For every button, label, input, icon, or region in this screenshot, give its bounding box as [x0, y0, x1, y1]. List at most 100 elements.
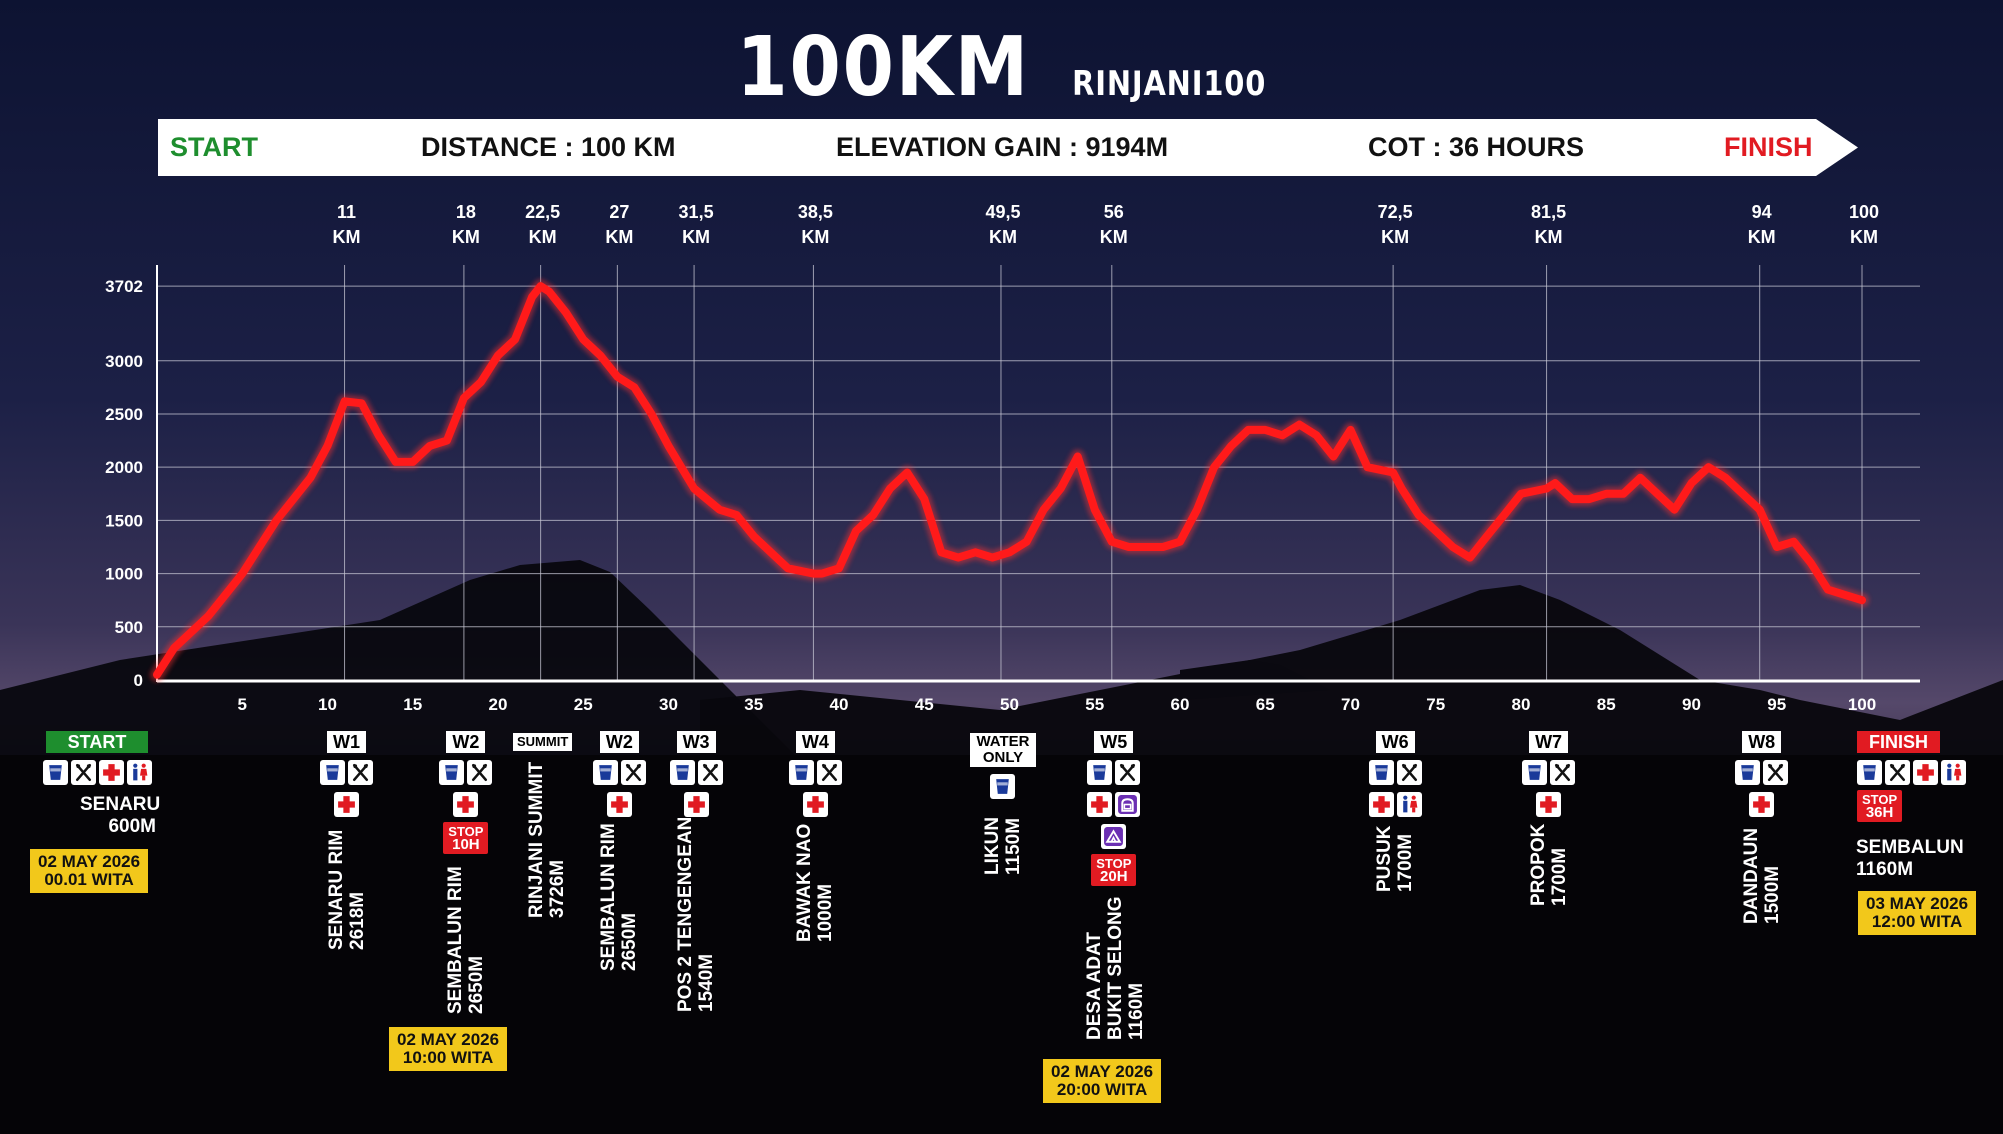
stop-cutoff-badge: STOP 20H — [1091, 854, 1137, 886]
x-tick-label: 85 — [1597, 695, 1616, 714]
name-line: PUSUK — [1374, 825, 1396, 892]
name-line: 1160M — [1126, 982, 1148, 1040]
waypoint-summit[interactable]: SUMMIT — [463, 733, 623, 751]
likun-location-name: LIKUN 1150M — [982, 817, 1024, 875]
race-info-banner: START DISTANCE : 100 KM ELEVATION GAIN :… — [158, 119, 1858, 176]
toilet-icon — [126, 760, 152, 785]
location-name: SENARU — [80, 794, 161, 815]
water-icon — [42, 760, 68, 785]
waypoint-w8[interactable]: W8 — [1682, 731, 1842, 817]
name-line: 2650M — [619, 912, 641, 971]
x-tick-label: 50 — [1000, 695, 1019, 714]
facility-icon-row — [1034, 760, 1194, 785]
medical-icon — [334, 792, 360, 817]
name-line: DESA ADAT — [1084, 931, 1106, 1040]
x-tick-label: 35 — [744, 695, 763, 714]
waypoint-label: START — [45, 731, 149, 753]
facility-icon-row — [386, 760, 546, 785]
stop-hours: 36H — [1865, 804, 1894, 821]
name-line: 1540M — [696, 953, 718, 1012]
water-icon — [1087, 760, 1113, 785]
waypoint-w2b[interactable]: W2 — [539, 731, 699, 817]
km-marker-value: 11 — [337, 202, 356, 222]
facility-icon-row — [17, 760, 177, 785]
facility-icon-row — [1034, 792, 1194, 817]
waypoint-w7[interactable]: W7 — [1469, 731, 1629, 817]
y-tick-label: 2000 — [105, 458, 143, 477]
name-line: LIKUN — [981, 816, 1003, 875]
y-tick-label: 500 — [115, 618, 143, 637]
facility-icon-row — [616, 760, 776, 785]
water-icon — [320, 760, 346, 785]
x-tick-label: 10 — [318, 695, 337, 714]
km-marker-unit: KM — [682, 227, 710, 247]
name-line: SEMBALUN RIM — [444, 866, 466, 1014]
location-name: SEMBALUN — [1856, 837, 1964, 858]
x-tick-label: 90 — [1682, 695, 1701, 714]
food-icon — [620, 760, 646, 785]
stop-label: STOP — [1862, 792, 1898, 807]
shower-icon — [1101, 824, 1127, 849]
waypoint-w4[interactable]: W4 — [735, 731, 895, 817]
waypoint-label: FINISH — [1857, 731, 1941, 753]
name-line: 2618M — [346, 891, 368, 950]
km-marker-value: 22,5 — [525, 202, 560, 222]
km-marker-unit: KM — [1535, 227, 1563, 247]
w7-location-name: PROPOK 1700M — [1528, 824, 1570, 906]
location-elevation: 1160M — [1856, 859, 1914, 880]
km-marker-unit: KM — [1748, 227, 1776, 247]
km-marker-value: 56 — [1104, 202, 1124, 222]
x-tick-label: 15 — [403, 695, 422, 714]
km-marker-value: 27 — [609, 202, 629, 222]
facility-icon-row — [1469, 792, 1629, 817]
km-marker-value: 18 — [456, 202, 476, 222]
cutoff-date-badge: 02 MAY 2026 00.01 WITA — [30, 849, 149, 893]
y-tick-label: 3000 — [105, 352, 143, 371]
facility-icon-row — [539, 760, 699, 785]
food-icon — [467, 760, 493, 785]
x-tick-label: 70 — [1341, 695, 1360, 714]
food-icon — [1550, 760, 1576, 785]
waypoint-w2a[interactable]: W2 STOP 10H — [386, 731, 546, 854]
x-tick-label: 5 — [238, 695, 247, 714]
waypoint-w3[interactable]: W3 — [616, 731, 776, 817]
banner-start: START — [170, 132, 258, 162]
finish-location: SEMBALUN 1160M — [1856, 837, 1964, 881]
stop-cutoff-badge: STOP 10H — [443, 822, 489, 854]
waypoint-w6[interactable]: W6 — [1315, 731, 1475, 817]
water-icon — [1857, 760, 1882, 785]
waypoint-water[interactable]: WATER ONLY — [923, 733, 1083, 799]
x-tick-label: 80 — [1512, 695, 1531, 714]
water-icon — [669, 760, 695, 785]
name-line: BAWAK NAO — [794, 823, 816, 942]
food-icon — [70, 760, 96, 785]
km-marker-unit: KM — [1381, 227, 1409, 247]
title-block: 100KM RINJANI100 — [0, 20, 2003, 115]
x-tick-label: 25 — [574, 695, 593, 714]
medical-icon — [1913, 760, 1938, 785]
name-line: 2650M — [465, 955, 487, 1014]
water-icon — [990, 774, 1016, 799]
facility-icon-row — [1034, 824, 1194, 849]
waypoint-label: W5 — [1094, 731, 1134, 753]
waypoint-label: W2 — [446, 731, 486, 753]
waypoint-start[interactable]: START — [17, 731, 177, 785]
facility-icon-row — [735, 760, 895, 785]
x-tick-label: 55 — [1085, 695, 1104, 714]
w6-location-name: PUSUK 1700M — [1374, 825, 1416, 892]
name-line: POS 2 TENGENGEAN — [675, 816, 697, 1012]
waypoint-label: SUMMIT — [512, 733, 573, 751]
y-tick-label: 1000 — [105, 565, 143, 584]
waypoint-finish[interactable]: FINISH STOP 36H — [1857, 731, 1967, 822]
medical-icon — [606, 792, 632, 817]
facility-icon-row — [267, 792, 427, 817]
x-tick-label: 60 — [1171, 695, 1190, 714]
waypoint-w1[interactable]: W1 — [267, 731, 427, 817]
km-marker-unit: KM — [1850, 227, 1878, 247]
name-line: 1150M — [1002, 817, 1024, 875]
waypoint-w5[interactable]: W5 STOP 20H — [1034, 731, 1194, 886]
facility-icon-row — [1857, 760, 1967, 785]
name-line: 1700M — [1548, 847, 1570, 906]
facility-icon-row — [267, 760, 427, 785]
banner-finish: FINISH — [1724, 132, 1813, 162]
